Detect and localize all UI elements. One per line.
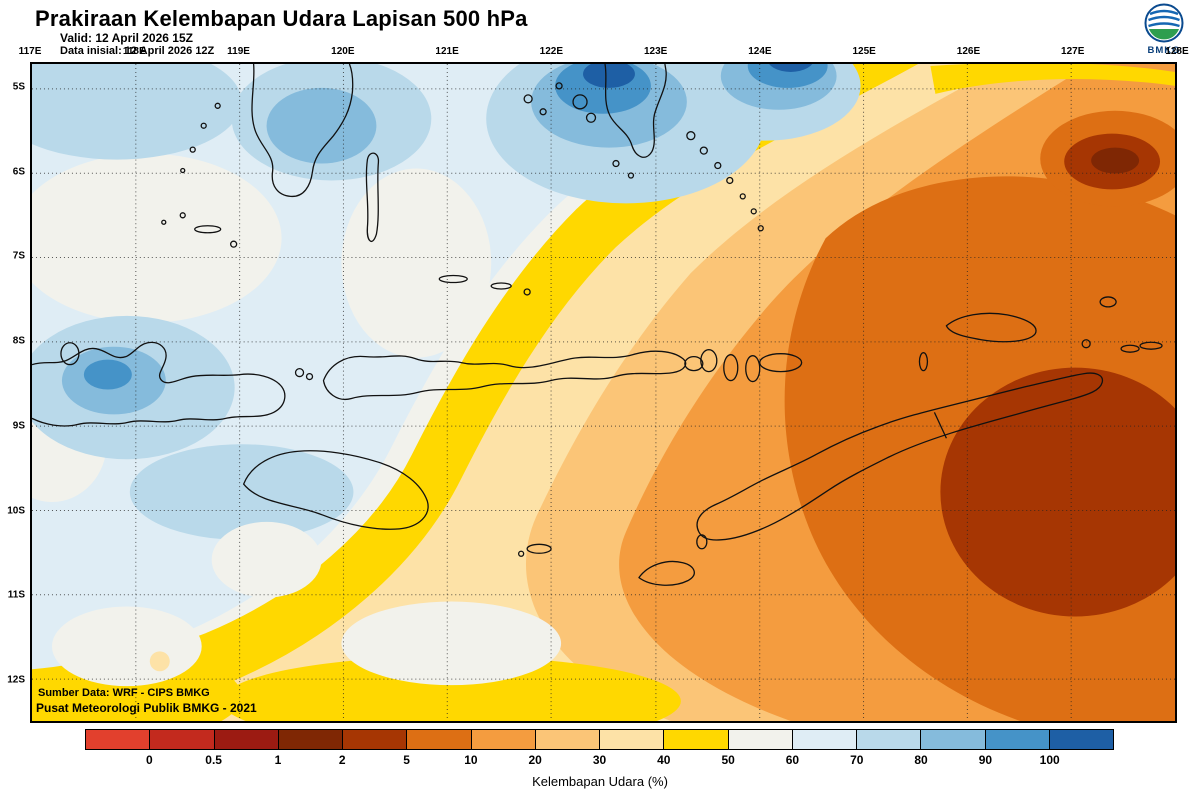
latitude-tick-label: 12S	[7, 674, 25, 686]
colorbar-tick-label: 50	[721, 753, 735, 767]
latitude-tick-label: 8S	[12, 335, 25, 347]
publisher-line: Pusat Meteorologi Publik BMKG - 2021	[36, 701, 257, 715]
colorbar-segment	[728, 730, 793, 749]
colorbar-segment	[150, 730, 215, 749]
page-title: Prakiraan Kelembapan Udara Lapisan 500 h…	[35, 6, 528, 31]
colorbar-tick-label: 2	[338, 753, 346, 767]
colorbar-tick-label: 40	[657, 753, 671, 767]
longitude-tick-label: 125E	[852, 46, 876, 57]
colorbar-segment	[214, 730, 279, 749]
coastline-layer	[32, 64, 1163, 586]
colorbar-segment	[343, 730, 408, 749]
humidity-contour-map	[30, 62, 1177, 723]
longitude-tick-label: 127E	[1061, 46, 1085, 57]
contour-field	[32, 64, 1175, 721]
colorbar-tick-label: 80	[914, 753, 928, 767]
latitude-tick-label: 11S	[7, 589, 25, 601]
latitude-axis: 5S 6S 7S 8S 9S 10S 11S 12S	[0, 62, 27, 723]
colorbar-segment	[278, 730, 343, 749]
colorbar-segment	[985, 730, 1050, 749]
longitude-tick-label: 117E	[18, 46, 42, 57]
colorbar-tick-label: 30	[592, 753, 607, 767]
longitude-tick-label: 119E	[227, 46, 250, 57]
humidity-field-layer	[32, 64, 1175, 721]
colorbar-tick-label: 70	[850, 753, 864, 767]
colorbar-segment	[921, 730, 986, 749]
colorbar-caption: Kelembapan Udara (%)	[532, 774, 668, 789]
latitude-tick-label: 6S	[12, 166, 25, 178]
latitude-tick-label: 5S	[12, 81, 25, 93]
latitude-tick-label: 7S	[12, 250, 25, 262]
longitude-tick-label: 120E	[331, 46, 355, 57]
latitude-tick-label: 9S	[12, 420, 25, 432]
valid-time-label: Valid: 12 April 2026 15Z	[60, 31, 193, 45]
colorbar-segment	[792, 730, 857, 749]
bmkg-logo: BMKG	[1138, 2, 1190, 56]
colorbar-segment	[86, 730, 151, 749]
longitude-tick-label: 121E	[435, 46, 459, 57]
humidity-colorbar	[85, 729, 1114, 750]
colorbar-segment	[471, 730, 536, 749]
longitude-tick-label: 118E	[122, 46, 146, 57]
longitude-tick-label: 126E	[956, 46, 981, 57]
colorbar-segment	[664, 730, 729, 749]
initial-time-label: Data inisial: 12 April 2026 12Z	[60, 45, 215, 57]
colorbar-tick-label: 0	[145, 753, 153, 767]
colorbar-tick-label: 60	[785, 753, 800, 767]
data-source-line: Sumber Data: WRF - CIPS BMKG	[38, 687, 210, 699]
latitude-tick-label: 10S	[7, 505, 25, 516]
colorbar-segment	[535, 730, 600, 749]
colorbar-segment	[600, 730, 665, 749]
longitude-tick-label: 128E	[1165, 46, 1189, 57]
colorbar-segment	[857, 730, 922, 749]
bmkg-logo-icon	[1144, 3, 1184, 43]
colorbar-tick-label: 0.5	[205, 753, 222, 767]
longitude-tick-label: 124E	[748, 46, 772, 57]
longitude-tick-label: 122E	[539, 46, 564, 57]
bmkg-logo-label: BMKG	[1147, 45, 1181, 56]
gridline-layer	[32, 64, 1175, 721]
colorbar-segment	[1049, 730, 1113, 749]
colorbar-scale: 0 0.5 1 2 5 10 20 30 40 50 60 70 80 90 100	[85, 753, 1114, 768]
colorbar-tick-label: 100	[1039, 753, 1060, 767]
colorbar-segment	[407, 730, 472, 749]
longitude-tick-label: 123E	[643, 46, 668, 57]
colorbar-tick-label: 90	[978, 753, 993, 767]
colorbar-tick-label: 5	[403, 753, 410, 767]
longitude-axis: 117E 118E 119E 120E 121E 122E 123E 124E 125E 126E…	[19, 46, 1189, 60]
colorbar-tick-label: 10	[464, 753, 478, 767]
colorbar-tick-label: 20	[528, 753, 542, 767]
colorbar-tick-label: 1	[274, 753, 282, 767]
